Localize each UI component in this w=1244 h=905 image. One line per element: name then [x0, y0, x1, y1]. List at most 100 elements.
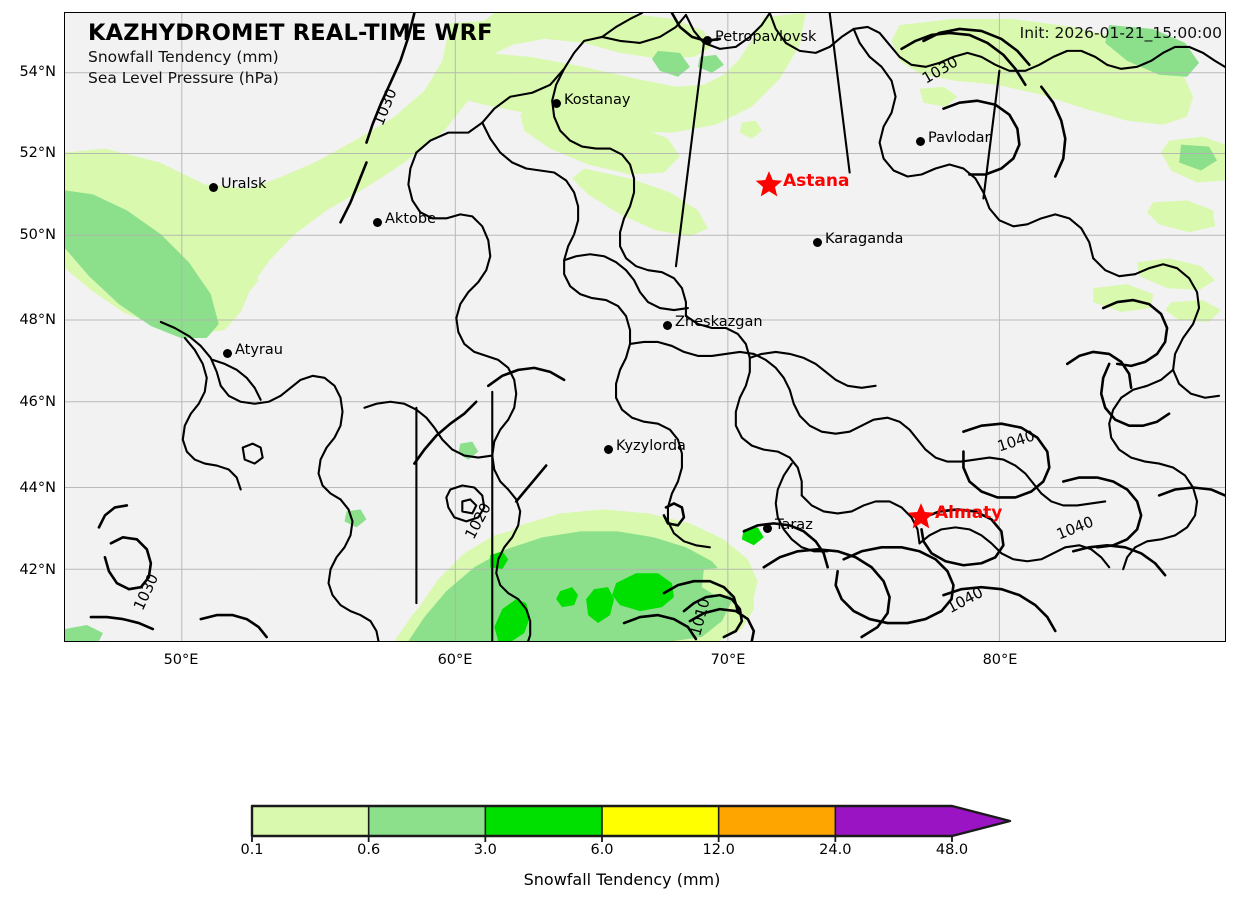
- contour-1040-e: [942, 585, 1057, 633]
- colorbar-tick-3-0: 3.0: [473, 842, 497, 858]
- border-internal-west: [407, 151, 532, 641]
- lon-tick-60E: 60°E: [437, 652, 473, 668]
- lat-tick-52N: 52°N: [19, 145, 56, 161]
- contour-1040-f: [1061, 476, 1143, 549]
- contour-1040-d: [762, 547, 891, 639]
- snowfall-region-uralsk-patch2: [520, 104, 680, 175]
- border-layer: [159, 13, 1225, 641]
- colorbar-tick-0-1: 0.1: [240, 842, 264, 858]
- contour-1020: [413, 400, 478, 465]
- snowfall-plume-core-d: [556, 587, 579, 608]
- snowfall-plume-tip: [701, 567, 742, 598]
- colorbar-outline: [250, 804, 1012, 838]
- graticule-layer: [65, 13, 1225, 641]
- border-north-east: [768, 13, 1225, 72]
- snowfall-region-ne-small: [919, 86, 958, 107]
- colorbar-segment-0: [252, 806, 369, 836]
- coast-caspian-2: [181, 336, 242, 491]
- snowfall-plume-core-e: [490, 551, 509, 570]
- colorbar-segment-1: [368, 806, 486, 836]
- contour-east-1: [1101, 298, 1169, 368]
- contour-1030-left-c: [89, 615, 155, 631]
- contour-1030-left: [103, 536, 153, 591]
- snowfall-patch-karaganda: [739, 120, 762, 139]
- lon-tick-50E: 50°E: [163, 652, 199, 668]
- contour-1040-c: [834, 546, 955, 625]
- snowfall-patch-south-4: [65, 625, 103, 641]
- contour-east-3: [1065, 350, 1133, 390]
- snowfall-accent-ne-1: [651, 50, 690, 77]
- lat-tick-44N: 44°N: [19, 480, 56, 496]
- lat-tick-48N: 48°N: [19, 312, 56, 328]
- colorbar-segment-4: [718, 806, 836, 836]
- colorbar-tick-48-0: 48.0: [935, 842, 969, 858]
- colorbar-tick-6-0: 6.0: [590, 842, 614, 858]
- snowfall-region-uralsk-tail: [572, 168, 708, 237]
- snowfall-region-uralsk-light: [474, 13, 712, 59]
- water-aral-2: [461, 498, 478, 515]
- contour-1030-nw-b: [339, 161, 368, 224]
- lat-tick-54N: 54°N: [19, 64, 56, 80]
- colorbar-tick-24-0: 24.0: [819, 842, 852, 858]
- lon-tick-80E: 80°E: [982, 652, 1018, 668]
- contour-1040-b: [920, 508, 1005, 567]
- map-plot-area[interactable]: [64, 12, 1226, 642]
- border-ne-detail: [852, 27, 1095, 260]
- contour-1040-i: [688, 607, 756, 641]
- contour-1040-g: [1157, 486, 1225, 497]
- colorbar-segment-5: [835, 806, 1010, 836]
- coast-caspian-detail: [211, 358, 262, 401]
- colorbar-tick-12-0: 12.0: [702, 842, 735, 858]
- contour-east-2: [1099, 362, 1171, 427]
- snowfall-plume-core-c: [586, 587, 615, 624]
- border-internal-14: [982, 69, 1001, 200]
- contour-1040-h: [1071, 544, 1167, 577]
- snowfall-region-uralsk-band: [434, 13, 806, 133]
- border-internal-3: [684, 314, 803, 497]
- snowfall-plume-mid: [408, 531, 732, 641]
- contour-mid-3: [622, 613, 698, 641]
- colorbar-swatches: [250, 804, 1012, 842]
- water-aral: [445, 484, 486, 523]
- coast-caspian: [159, 320, 380, 641]
- coast-caspian-isl: [241, 442, 264, 465]
- border-north-russia: [684, 13, 771, 50]
- colorbar-segment-2: [485, 806, 602, 836]
- border-internal-15: [674, 41, 705, 268]
- snowfall-region-east-sliver3: [1165, 300, 1222, 323]
- snowfall-plume-core-a: [494, 599, 531, 641]
- border-north: [415, 13, 687, 154]
- contour-1030-ne-b: [1040, 85, 1067, 178]
- contour-mid-1: [662, 579, 740, 613]
- contour-small-low: [662, 502, 686, 527]
- border-internal-9: [363, 400, 494, 459]
- contour-1040-a: [962, 422, 1051, 499]
- border-east-2: [1108, 368, 1199, 571]
- colorbar-tick-0-6: 0.6: [357, 842, 381, 858]
- border-internal-13: [828, 13, 851, 174]
- lon-tick-70E: 70°E: [710, 652, 746, 668]
- border-internal-7: [918, 526, 1111, 569]
- contour-1030-tail: [942, 99, 1021, 176]
- colorbar-segment-3: [602, 806, 719, 836]
- lat-tick-42N: 42°N: [19, 562, 56, 578]
- init-timestamp: Init: 2026-01-21_15:00:00: [1019, 24, 1222, 42]
- border-internal-5: [628, 340, 1107, 507]
- contour-1030-nw: [365, 13, 416, 144]
- contour-1030-ne-c: [900, 31, 1027, 87]
- border-internal-12: [563, 253, 689, 312]
- border-internal-2: [551, 67, 687, 318]
- lat-tick-50N: 50°N: [19, 227, 56, 243]
- contour-1010-low: [682, 593, 744, 639]
- border-internal-1: [481, 121, 711, 549]
- colorbar[interactable]: [250, 804, 1012, 842]
- snowfall-region-northeast-4: [1179, 144, 1218, 171]
- snowfall-region-northeast-5: [1147, 200, 1216, 233]
- pressure-contour-layer: [89, 13, 1225, 641]
- map-canvas: [65, 13, 1225, 641]
- contour-1020-c: [514, 464, 548, 503]
- snowfall-region-northeast-2: [1105, 24, 1200, 77]
- border-east: [1092, 257, 1221, 399]
- border-north-2: [601, 13, 644, 38]
